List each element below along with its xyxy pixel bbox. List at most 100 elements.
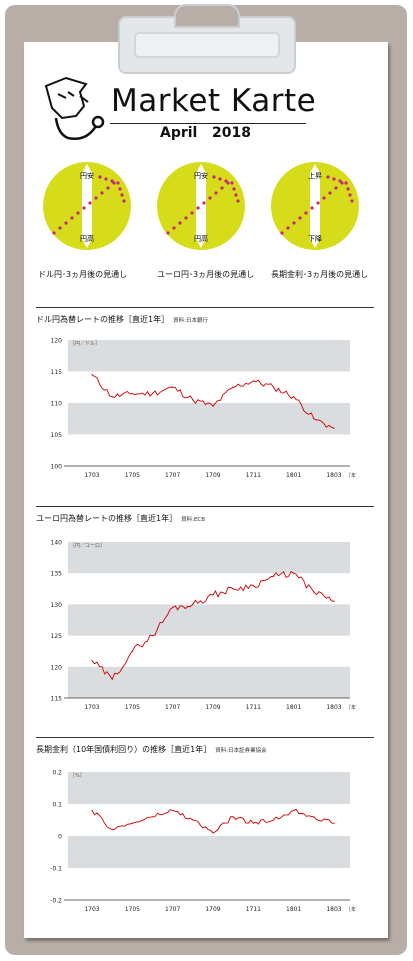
arrow-dot: [212, 175, 216, 179]
x-tick-label: 1703: [84, 704, 99, 711]
section-divider: [36, 307, 374, 308]
x-tick-label: 1709: [205, 472, 220, 479]
chart-title-eurjpy: ユーロ円為替レートの推移［直近1年］ 資料:ECB: [36, 513, 205, 524]
arrow-dot: [76, 211, 80, 215]
x-tick-label: 1711: [246, 472, 261, 479]
chart-source: 資料:日本銀行: [173, 318, 208, 324]
x-tick-label: 1709: [205, 906, 220, 913]
arrow-dot: [116, 181, 120, 185]
arrow-dot: [316, 201, 320, 205]
data-point: [212, 405, 214, 407]
data-point: [313, 816, 315, 818]
outlook-circle-eurjpy: 円安 円高: [157, 162, 245, 250]
arrow-dot: [190, 211, 194, 215]
arrow-dot: [52, 231, 56, 235]
outlook-caption-rate: 長期金利･3ヵ月後の見通し: [271, 270, 369, 279]
outlook-circle-rate: 上昇 下降: [271, 162, 359, 250]
arrow-dot: [218, 177, 222, 181]
x-unit-label: ［年月］: [346, 704, 356, 711]
data-point: [333, 427, 335, 429]
y-tick-label: 110: [51, 401, 63, 408]
section-divider: [36, 506, 374, 507]
arrow-dot: [104, 177, 108, 181]
outlook-arrow-up-icon: [52, 175, 126, 235]
y-tick-label: 140: [51, 540, 63, 547]
arrow-dot: [322, 196, 326, 200]
arrow-dot: [106, 186, 110, 190]
arrow-dot: [88, 201, 92, 205]
arrow-dot: [100, 191, 104, 195]
arrow-dot: [122, 199, 126, 203]
x-tick-label: 1711: [246, 906, 261, 913]
y-tick-label: 0.2: [52, 770, 62, 777]
arrow-dot: [334, 186, 338, 190]
arrow-dot: [120, 193, 124, 197]
data-point: [192, 603, 194, 605]
data-point: [91, 659, 93, 662]
outlook-axis-icon: [82, 164, 92, 248]
chart-source: 資料:ECB: [181, 517, 206, 523]
x-tick-label: 1711: [246, 704, 261, 711]
arrow-dot: [82, 206, 86, 210]
data-point: [293, 809, 295, 811]
data-point: [232, 588, 234, 590]
data-point: [272, 386, 275, 388]
arrow-dot: [184, 216, 188, 220]
y-tick-label: 135: [51, 571, 63, 578]
grid-band: [68, 340, 350, 372]
y-unit-label: ［円／ユーロ］: [70, 542, 105, 549]
grid-band: [68, 604, 350, 636]
data-point: [172, 809, 174, 811]
y-tick-label: 130: [51, 602, 63, 609]
x-unit-label: ［年月］: [346, 906, 356, 913]
x-tick-label: 1703: [84, 472, 99, 479]
outlook-caption-eurjpy: ユーロ円･3ヵ月後の見通し: [157, 270, 255, 279]
page-title: Market Karte: [111, 83, 317, 119]
data-point: [232, 816, 234, 818]
outlook-caption-usdjpy: ドル円･3ヵ月後の見通し: [38, 270, 128, 279]
data-point: [272, 575, 275, 577]
x-tick-label: 1803: [326, 704, 341, 711]
data-point: [212, 594, 214, 596]
arrow-dot: [298, 216, 302, 220]
outlook-axis-icon: [196, 164, 206, 248]
outlook-arrow-up-icon: [280, 175, 354, 235]
chart-source: 資料:日本証券業協会: [215, 748, 267, 754]
data-point: [192, 819, 194, 821]
grid-band: [68, 836, 350, 868]
arrow-dot: [232, 187, 236, 191]
data-point: [131, 392, 133, 395]
x-tick-label: 1705: [125, 472, 140, 479]
data-point: [91, 809, 93, 811]
outlook-axis-icon: [310, 164, 320, 248]
y-tick-label: 120: [51, 338, 63, 345]
data-point: [333, 600, 335, 602]
arrow-dot: [58, 226, 62, 230]
data-point: [252, 380, 254, 382]
arrow-dot: [332, 177, 336, 181]
arrow-dot: [350, 199, 354, 203]
data-point: [293, 396, 295, 398]
arrow-dot: [280, 231, 284, 235]
chart-usdjpy: 120 115 110 105 100 ［円／ドル］ 1703 1705 1707 1709 171…: [51, 338, 356, 480]
arrow-dot: [220, 186, 224, 190]
outlook-bottom-label: 円高: [194, 234, 208, 243]
outlook-arrow-up-icon: [166, 175, 240, 235]
arrow-dot: [326, 175, 330, 179]
x-tick-label: 1803: [326, 472, 341, 479]
doctor-face-logo-icon: [44, 76, 105, 140]
arrow-dot: [344, 181, 348, 185]
outlook-bottom-label: 円高: [80, 234, 94, 243]
x-tick-label: 1801: [286, 704, 301, 711]
page-subtitle: April 2018: [160, 125, 251, 141]
data-point: [151, 816, 154, 818]
chart-title-usdjpy: ドル円為替レートの推移［直近1年］ 資料:日本銀行: [36, 314, 208, 325]
chart-rate: 0.2 0.1 0 -0.1 -0.2 ［%］ 1703 1705 1707 1709 1711 18…: [50, 770, 356, 914]
data-point: [172, 386, 174, 388]
y-tick-label: 115: [51, 369, 63, 376]
y-tick-label: 115: [51, 696, 63, 703]
data-point: [91, 374, 93, 376]
clipboard-clip: [118, 4, 296, 74]
data-point: [232, 386, 234, 388]
arrow-dot: [112, 181, 116, 185]
